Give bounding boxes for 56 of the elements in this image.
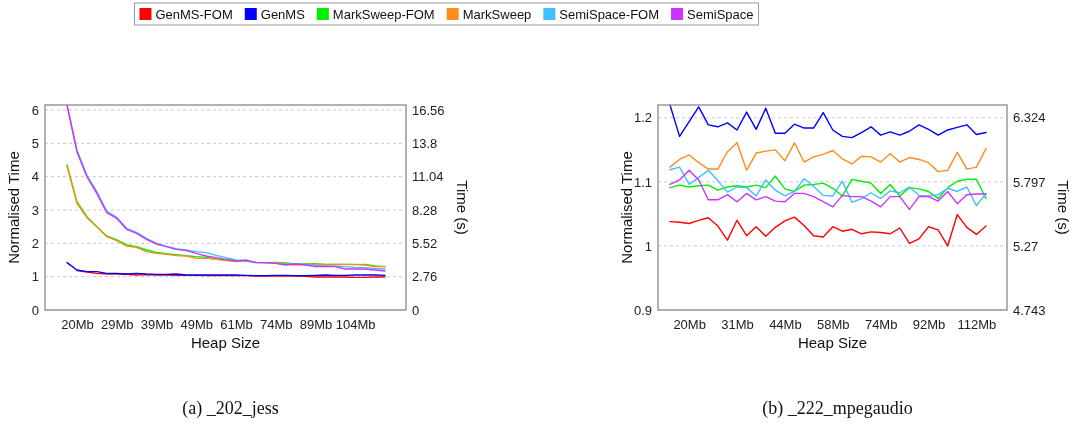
x-tick-label: 61Mb	[220, 317, 253, 333]
y-tick-label: 0	[31, 302, 39, 318]
y2-tick-label: 11.04	[412, 169, 444, 185]
x-tick-label: 49Mb	[180, 317, 213, 333]
y2-axis-title: Time (s)	[454, 180, 471, 235]
y-axis-title: Normalised Time	[5, 151, 22, 264]
y-tick-label: 5	[31, 135, 39, 151]
y2-tick-label: 5.52	[412, 235, 438, 251]
y-tick-label: 1.2	[633, 110, 652, 126]
x-tick-label: 104Mb	[335, 317, 376, 333]
x-tick-label: 112Mb	[957, 317, 997, 333]
y2-axis-title: Time (s)	[1055, 180, 1072, 235]
y-tick-label: 2	[31, 235, 39, 251]
y-tick-label: 6	[31, 102, 39, 118]
y-tick-label: 1	[31, 269, 39, 285]
line-series	[669, 104, 987, 139]
text: (b) _222_mpegaudio	[762, 398, 913, 419]
x-tick-label: 44Mb	[769, 317, 802, 333]
legend-label: SemiSpace	[687, 7, 754, 22]
x-tick-label: 58Mb	[817, 317, 850, 333]
legend-label: MarkSweep-FOM	[332, 7, 435, 22]
y-tick-label: 3	[31, 202, 39, 218]
legend-label: SemiSpace-FOM	[559, 7, 660, 22]
x-tick-label: 20Mb	[673, 317, 706, 333]
legend-label: MarkSweep	[462, 7, 532, 22]
x-tick-label: 89Mb	[299, 317, 333, 333]
line-series	[669, 213, 987, 247]
y2-tick-label: 2.76	[412, 269, 438, 285]
legend-label: GenMS	[260, 7, 306, 22]
x-tick-label: 20Mb	[61, 317, 94, 333]
x-tick-label: 31Mb	[721, 317, 754, 333]
y-tick-label: 1.1	[633, 174, 652, 190]
x-tick-label: 29Mb	[100, 317, 134, 333]
y2-tick-label: 4.743	[1013, 302, 1046, 318]
y2-tick-label: 0	[412, 302, 420, 318]
x-tick-label: 39Mb	[140, 317, 174, 333]
x-axis-title: Heap Size	[190, 334, 261, 351]
x-tick-label: 74Mb	[864, 317, 898, 333]
y2-tick-label: 16.56	[412, 102, 445, 118]
legend-label: GenMS-FOM	[155, 7, 233, 22]
y-tick-label: 4	[31, 169, 39, 185]
line-series	[669, 142, 987, 173]
line-series	[66, 261, 386, 277]
text: (a) _202_jess	[182, 398, 279, 419]
y-tick-label: 1	[644, 238, 652, 254]
x-tick-label: 74Mb	[259, 317, 293, 333]
x-tick-label: 92Mb	[912, 317, 946, 333]
y2-tick-label: 5.27	[1013, 238, 1039, 254]
y2-tick-label: 6.324	[1013, 110, 1046, 126]
y2-tick-label: 5.797	[1013, 174, 1046, 190]
y2-tick-label: 13.8	[412, 135, 438, 151]
x-axis-title: Heap Size	[797, 334, 868, 351]
line-series	[669, 175, 987, 200]
y-axis-title: Normalised Time	[618, 151, 635, 264]
y2-tick-label: 8.28	[412, 202, 438, 218]
y-tick-label: 0.9	[633, 302, 652, 318]
